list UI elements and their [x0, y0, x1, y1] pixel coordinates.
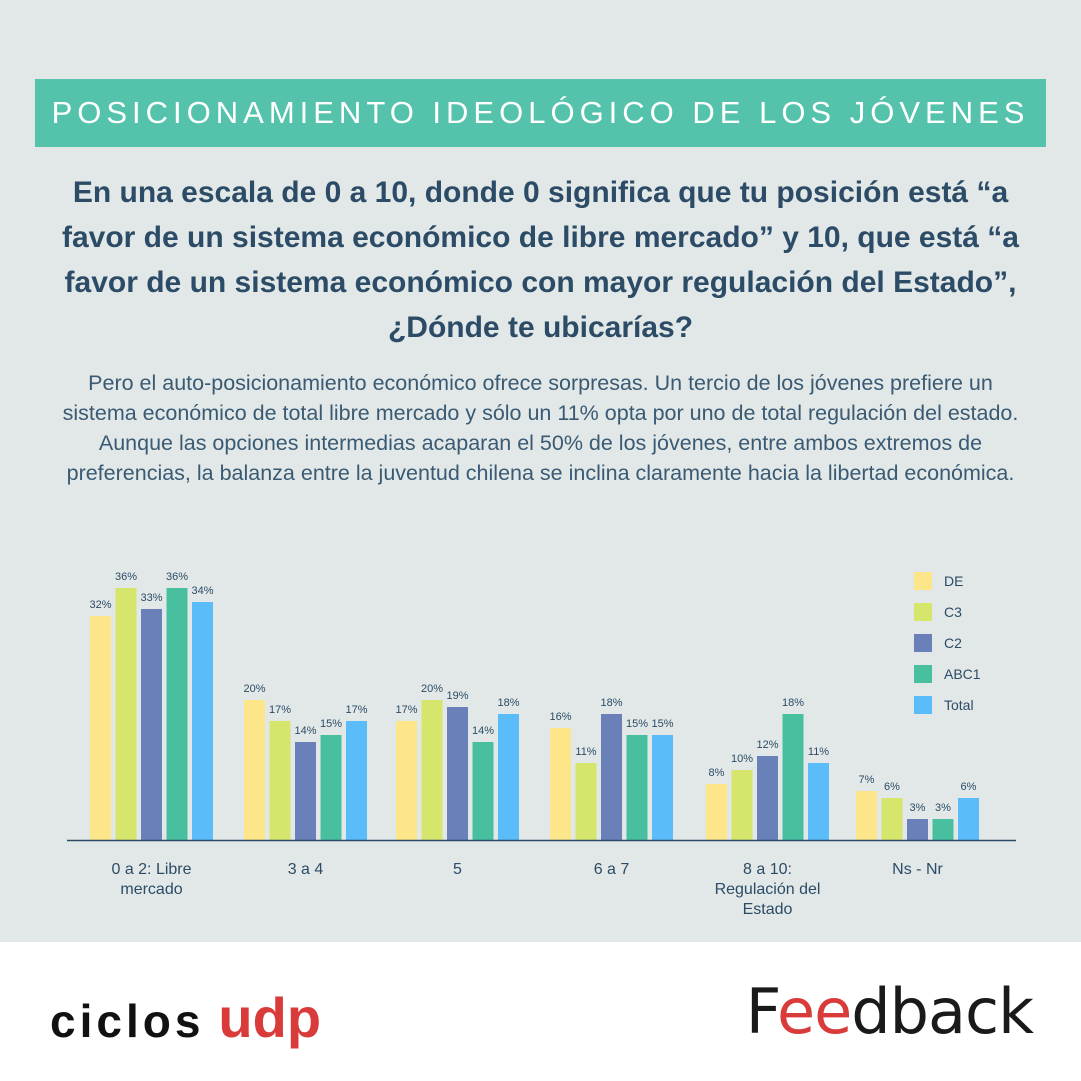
- bar-c3-1: [269, 721, 291, 840]
- bar-abc1-1: [320, 735, 342, 840]
- data-label-abc1-0: 36%: [166, 571, 188, 583]
- data-label-c2-5: 3%: [910, 802, 926, 814]
- data-label-c3-3: 11%: [575, 746, 596, 758]
- bar-c2-4: [757, 756, 778, 840]
- bar-total-5: [958, 798, 979, 840]
- data-label-abc1-4: 18%: [782, 697, 804, 709]
- data-label-c2-3: 18%: [600, 697, 622, 709]
- legend-swatch-c2: [914, 634, 932, 652]
- bar-c3-4: [731, 770, 753, 840]
- data-label-de-4: 8%: [709, 767, 725, 779]
- data-label-abc1-2: 14%: [472, 725, 494, 737]
- bar-de-5: [856, 791, 877, 840]
- bar-c3-0: [115, 588, 137, 840]
- feedback-logo-part-2: ee: [777, 975, 852, 1048]
- data-label-c3-4: 10%: [731, 753, 753, 765]
- category-label-5: Ns - Nr: [892, 861, 943, 878]
- category-label-4: 8 a 10: Regulación del Estado: [715, 861, 821, 918]
- bar-total-3: [652, 735, 673, 840]
- data-label-de-5: 7%: [859, 774, 875, 786]
- data-label-abc1-5: 3%: [935, 802, 951, 814]
- legend-label-c3: C3: [944, 604, 962, 620]
- bar-c2-2: [447, 707, 468, 840]
- legend-swatch-c3: [914, 603, 932, 621]
- legend-swatch-abc1: [914, 665, 932, 683]
- data-label-de-0: 32%: [89, 599, 111, 611]
- bar-c2-5: [907, 819, 928, 840]
- data-label-de-2: 17%: [395, 704, 417, 716]
- bar-de-1: [244, 700, 265, 840]
- data-label-c3-1: 17%: [269, 704, 291, 716]
- description-text: Pero el auto-posicionamiento económico o…: [62, 371, 1019, 485]
- bar-total-1: [346, 721, 367, 840]
- data-label-c2-4: 12%: [756, 739, 778, 751]
- bar-c2-1: [295, 742, 316, 840]
- bar-c2-0: [141, 609, 162, 840]
- data-label-c3-5: 6%: [884, 781, 900, 793]
- bar-total-2: [498, 714, 519, 840]
- ciclos-logo-text: ciclos: [50, 995, 205, 1047]
- category-label-2: 5: [453, 861, 462, 878]
- feedback-logo-part-1: F: [745, 975, 778, 1048]
- data-label-c2-2: 19%: [446, 690, 468, 702]
- bar-total-0: [192, 602, 213, 840]
- data-label-c3-0: 36%: [115, 571, 137, 583]
- data-label-c2-1: 14%: [294, 725, 316, 737]
- data-label-total-3: 15%: [651, 718, 673, 730]
- category-label-1: 3 a 4: [288, 861, 324, 878]
- legend-label-c2: C2: [944, 635, 962, 651]
- data-label-total-0: 34%: [191, 585, 213, 597]
- bar-de-3: [550, 728, 571, 840]
- data-label-total-2: 18%: [497, 697, 519, 709]
- data-label-de-1: 20%: [243, 683, 265, 695]
- udp-logo-text: udp: [218, 986, 322, 1049]
- bar-c3-2: [421, 700, 443, 840]
- legend-label-abc1: ABC1: [944, 666, 981, 682]
- ciclos-udp-logo: ciclos udp: [50, 985, 321, 1049]
- data-label-de-3: 16%: [549, 711, 571, 723]
- bar-abc1-4: [782, 714, 804, 840]
- bar-de-2: [396, 721, 417, 840]
- data-label-c2-0: 33%: [140, 592, 162, 604]
- feedback-logo: Feedback: [745, 975, 1034, 1048]
- bar-abc1-3: [626, 735, 648, 840]
- survey-question: En una escala de 0 a 10, donde 0 signifi…: [61, 176, 1019, 344]
- data-label-total-4: 11%: [808, 746, 829, 758]
- bar-c2-3: [601, 714, 622, 840]
- bar-total-4: [808, 763, 829, 840]
- bar-c3-3: [575, 763, 597, 840]
- data-label-c3-2: 20%: [421, 683, 443, 695]
- legend-swatch-total: [914, 696, 932, 714]
- data-label-abc1-3: 15%: [626, 718, 648, 730]
- legend-label-de: DE: [944, 573, 963, 589]
- feedback-logo-part-3: dback: [851, 975, 1034, 1048]
- data-label-total-5: 6%: [961, 781, 977, 793]
- category-label-0: 0 a 2: Libre mercado: [111, 861, 191, 898]
- bar-abc1-0: [166, 588, 188, 840]
- bar-chart: 32%36%33%36%34%0 a 2: Libre mercado20%17%…: [67, 571, 1016, 918]
- bar-abc1-5: [932, 819, 954, 840]
- data-label-total-1: 17%: [345, 704, 367, 716]
- bar-de-0: [90, 616, 111, 840]
- legend-swatch-de: [914, 572, 932, 590]
- legend-label-total: Total: [944, 697, 974, 713]
- category-label-3: 6 a 7: [594, 861, 630, 878]
- page-title: POSICIONAMIENTO IDEOLÓGICO DE LOS JÓVENE…: [35, 79, 1046, 147]
- bar-de-4: [706, 784, 727, 840]
- bar-c3-5: [881, 798, 903, 840]
- bar-abc1-2: [472, 742, 494, 840]
- data-label-abc1-1: 15%: [320, 718, 342, 730]
